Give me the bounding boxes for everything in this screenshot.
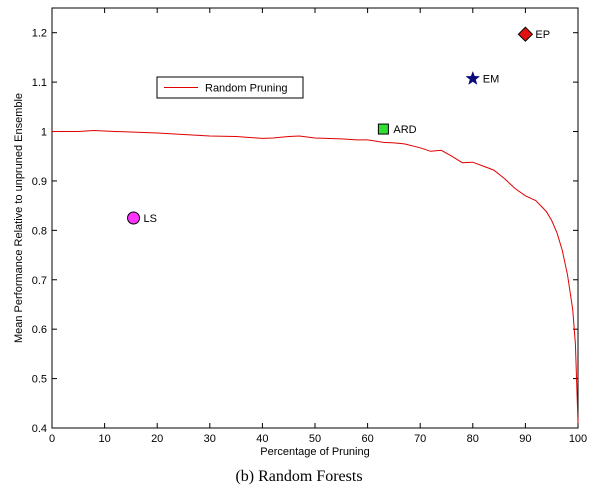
series [52,129,579,424]
x-tick-label: 0 [49,433,55,445]
point-ls-label: LS [144,213,157,225]
x-tick-label: 20 [151,433,163,445]
y-tick-label: 0.6 [32,324,47,336]
point-em [465,70,481,85]
y-tick-label: 1 [41,127,47,139]
x-tick-label: 80 [467,433,479,445]
y-tick-label: 0.7 [32,275,47,287]
chart: 0 10 20 30 40 50 60 70 80 90 100 0.40.50.60.70.80.… [13,7,587,458]
y-tick-label: 1.1 [32,77,47,89]
x-tick-label: 40 [256,433,268,445]
legend-box [156,76,304,99]
x-tick-label: 90 [519,433,531,445]
y-tick-label: 0.8 [32,225,47,237]
legend: Random Pruning [156,76,304,99]
point-ard [377,123,389,135]
x-axis-label: Percentage of Pruning [260,446,369,458]
y-tick-label: 1.2 [32,28,47,40]
point-ls [127,211,141,225]
x-tick-label: 50 [309,433,321,445]
y-tick-label: 0.9 [32,176,47,188]
figure-caption: (b) Random Forests [235,468,363,485]
x-tick-label: 60 [361,433,373,445]
point-ard-label: ARD [393,124,416,136]
point-em-label: EM [483,74,500,86]
series-line-random-pruning [52,129,579,424]
method-points: LS ARD EM EP [127,26,550,225]
y-axis-label: Mean Performance Relative to unpruned En… [13,93,25,343]
x-axis-ticks: 0 10 20 30 40 50 60 70 80 90 100 [49,8,587,445]
y-axis-ticks: 0.4 0.5 0.6 0.7 0.8 0.9 1 1.1 1.2 [32,28,578,435]
point-ep [517,26,534,42]
x-tick-label: 30 [204,433,216,445]
x-tick-label: 70 [414,433,426,445]
y-tick-label: 0.4 [32,423,47,435]
x-tick-label: 10 [98,433,110,445]
y-tick-label: 0.5 [32,374,47,386]
x-tick-label: 100 [569,433,587,445]
legend-entry-label: Random Pruning [205,83,288,95]
point-ep-label: EP [535,29,550,41]
